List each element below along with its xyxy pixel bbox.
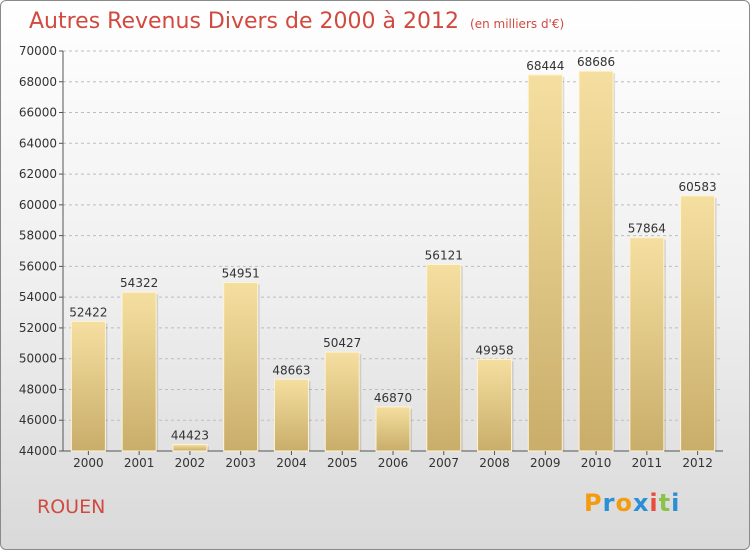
- proxiti-logo: Proxiti: [584, 489, 680, 517]
- bar-value-label: 49958: [475, 343, 513, 357]
- y-tick-label: 46000: [19, 413, 57, 427]
- chart-title-row: Autres Revenus Divers de 2000 à 2012 (en…: [29, 9, 564, 34]
- bar: [629, 237, 665, 452]
- x-tick-label: 2007: [428, 456, 459, 470]
- unit-note: (en milliers d'€): [470, 17, 565, 31]
- bar: [223, 282, 259, 452]
- bar: [70, 320, 106, 452]
- bar: [375, 406, 411, 452]
- bar-value-label: 57864: [628, 222, 666, 236]
- bar-value-label: 56121: [425, 249, 463, 263]
- bar-value-label: 54322: [120, 276, 158, 290]
- bar-value-label: 68686: [577, 55, 615, 69]
- logo-letter: x: [632, 489, 650, 517]
- chart-title: Autres Revenus Divers de 2000 à 2012: [29, 9, 459, 34]
- y-tick-label: 58000: [19, 229, 57, 243]
- logo-letter: P: [584, 489, 603, 517]
- bar-value-label: 44423: [171, 428, 209, 442]
- city-label: ROUEN: [37, 496, 106, 518]
- x-tick-label: 2004: [276, 456, 307, 470]
- y-tick-label: 66000: [19, 106, 57, 120]
- y-tick-label: 68000: [19, 75, 57, 89]
- logo-letter: o: [615, 489, 633, 517]
- x-tick-label: 2009: [530, 456, 561, 470]
- y-tick-label: 56000: [19, 259, 57, 273]
- bar: [324, 351, 360, 452]
- bar: [680, 195, 716, 452]
- bar: [426, 264, 462, 452]
- bar: [121, 291, 157, 452]
- bar: [578, 70, 614, 452]
- y-tick-label: 44000: [19, 444, 57, 458]
- y-tick-label: 54000: [19, 290, 57, 304]
- bar-value-label: 48663: [272, 363, 310, 377]
- bar: [273, 378, 309, 452]
- y-tick-label: 62000: [19, 167, 57, 181]
- y-tick-label: 52000: [19, 321, 57, 335]
- bar-value-label: 52422: [69, 305, 107, 319]
- bar: [172, 443, 208, 452]
- x-tick-label: 2001: [124, 456, 155, 470]
- logo-letter: t: [658, 489, 672, 517]
- bar-value-label: 46870: [374, 391, 412, 405]
- y-tick-label: 50000: [19, 352, 57, 366]
- bar: [477, 358, 513, 452]
- logo-letter: i: [649, 489, 659, 517]
- x-tick-label: 2005: [327, 456, 358, 470]
- x-tick-label: 2002: [175, 456, 206, 470]
- x-tick-label: 2012: [682, 456, 713, 470]
- bar-value-label: 54951: [222, 267, 260, 281]
- y-tick-label: 64000: [19, 136, 57, 150]
- x-tick-label: 2006: [378, 456, 409, 470]
- x-tick-label: 2008: [479, 456, 510, 470]
- y-tick-label: 60000: [19, 198, 57, 212]
- x-tick-label: 2003: [225, 456, 256, 470]
- x-tick-label: 2000: [73, 456, 104, 470]
- logo-letter: r: [602, 489, 616, 517]
- bar-value-label: 60583: [679, 180, 717, 194]
- bar-value-label: 68444: [526, 59, 564, 73]
- bar: [527, 74, 563, 452]
- x-tick-label: 2010: [581, 456, 612, 470]
- logo-letter: i: [671, 489, 681, 517]
- x-tick-label: 2011: [632, 456, 663, 470]
- bar-value-label: 50427: [323, 336, 361, 350]
- y-tick-label: 48000: [19, 382, 57, 396]
- y-tick-label: 70000: [19, 44, 57, 58]
